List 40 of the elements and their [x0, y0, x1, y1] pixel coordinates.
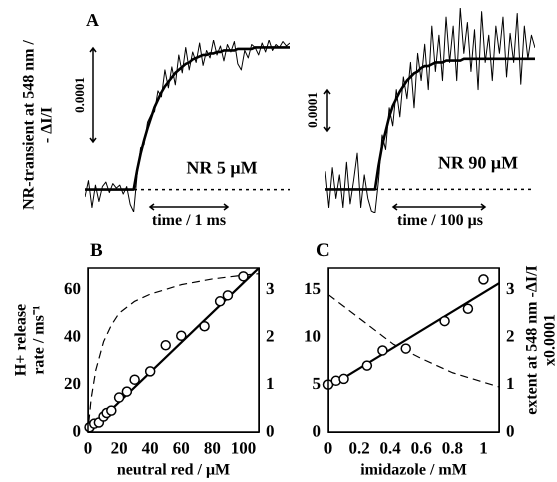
- x-tick-label: 60: [172, 438, 190, 458]
- y-tick-label: 20: [64, 374, 81, 393]
- x-tick-label: 0.8: [442, 438, 463, 458]
- y2-axis-title: extent at 548 nm -ΔI/I x0.0001: [523, 265, 557, 415]
- annotation: NR 90 μM: [438, 152, 518, 174]
- x-axis-title: neutral red / μM: [116, 462, 230, 479]
- y2-tick-label: 1: [266, 374, 274, 393]
- annotation: NR 5 μM: [186, 158, 258, 178]
- y2-tick-label: 1: [506, 374, 514, 393]
- x-tick-label: 80: [204, 438, 221, 458]
- annotation: time / 100 μs: [397, 212, 483, 230]
- y-tick-label: 15: [304, 279, 321, 298]
- x-tick-label: 0.2: [348, 438, 370, 458]
- y-axis-title: NR-transient at 548 nm / - ΔI/I: [20, 39, 56, 212]
- y-tick-label: 5: [312, 374, 321, 393]
- x-tick-label: 100: [230, 438, 256, 458]
- y-tick-label: 60: [64, 278, 81, 298]
- y2-tick-label: 3: [506, 279, 514, 298]
- y-tick-label: 40: [64, 326, 81, 346]
- y2-tick-label: 0: [506, 421, 514, 440]
- x-tick-label: 1: [479, 438, 488, 458]
- x-tick-label: 40: [142, 438, 159, 458]
- chart-title: B: [90, 240, 103, 262]
- y-axis-title: H+ release rate / ms⁻¹: [12, 302, 48, 378]
- x-axis-title: imidazole / mM: [360, 462, 467, 479]
- annotation: time / 1 ms: [152, 212, 226, 230]
- y-tick-label: 0: [312, 421, 321, 440]
- chart-title: C: [316, 240, 330, 262]
- x-tick-label: 0.4: [380, 438, 402, 458]
- y-tick-label: 0: [72, 421, 81, 440]
- chart-title: A: [86, 10, 99, 31]
- annotation: 0.0001: [72, 77, 88, 113]
- x-tick-label: 20: [110, 438, 128, 458]
- y2-tick-label: 0: [266, 421, 274, 440]
- y2-tick-label: 2: [266, 326, 274, 346]
- text: 0.0001: [304, 92, 320, 128]
- y2-tick-label: 2: [506, 326, 514, 346]
- y2-tick-label: 3: [266, 278, 274, 298]
- y-tick-label: 10: [304, 326, 321, 346]
- x-tick-label: 0.6: [410, 438, 432, 458]
